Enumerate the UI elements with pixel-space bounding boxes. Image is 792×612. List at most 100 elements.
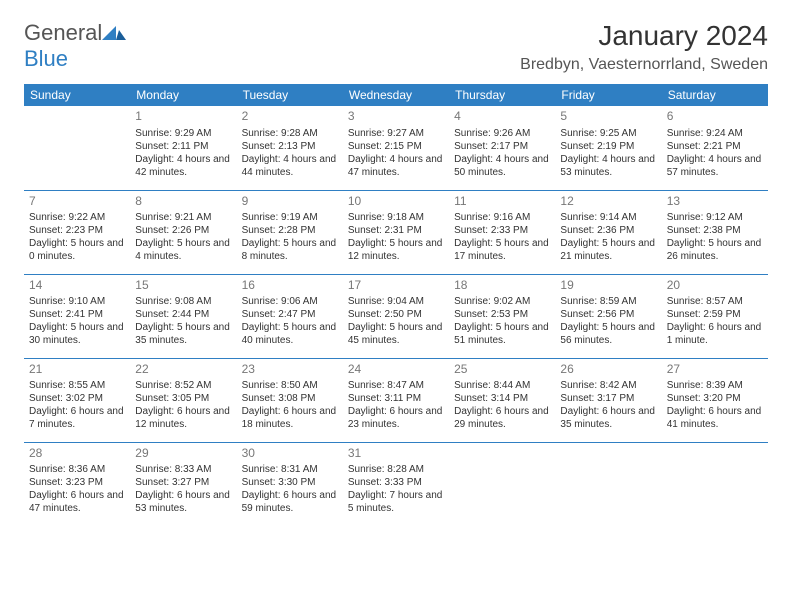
calendar-cell: 16Sunrise: 9:06 AMSunset: 2:47 PMDayligh… <box>237 274 343 358</box>
sunset-text: Sunset: 2:56 PM <box>560 308 656 321</box>
day-number: 6 <box>667 109 763 125</box>
day-header: Thursday <box>449 84 555 106</box>
calendar-cell: 27Sunrise: 8:39 AMSunset: 3:20 PMDayligh… <box>662 358 768 442</box>
calendar-cell: 9Sunrise: 9:19 AMSunset: 2:28 PMDaylight… <box>237 190 343 274</box>
day-number: 20 <box>667 278 763 294</box>
calendar-cell <box>24 106 130 190</box>
sunrise-text: Sunrise: 9:29 AM <box>135 127 231 140</box>
sunset-text: Sunset: 3:02 PM <box>29 392 125 405</box>
calendar-cell: 29Sunrise: 8:33 AMSunset: 3:27 PMDayligh… <box>130 442 236 526</box>
day-number: 13 <box>667 194 763 210</box>
day-number: 21 <box>29 362 125 378</box>
daylight-text: Daylight: 5 hours and 40 minutes. <box>242 321 338 347</box>
daylight-text: Daylight: 5 hours and 35 minutes. <box>135 321 231 347</box>
calendar-cell: 1Sunrise: 9:29 AMSunset: 2:11 PMDaylight… <box>130 106 236 190</box>
sunset-text: Sunset: 2:19 PM <box>560 140 656 153</box>
sunset-text: Sunset: 2:21 PM <box>667 140 763 153</box>
calendar-cell: 30Sunrise: 8:31 AMSunset: 3:30 PMDayligh… <box>237 442 343 526</box>
sunrise-text: Sunrise: 9:19 AM <box>242 211 338 224</box>
sunrise-text: Sunrise: 9:27 AM <box>348 127 444 140</box>
daylight-text: Daylight: 5 hours and 45 minutes. <box>348 321 444 347</box>
sunrise-text: Sunrise: 9:04 AM <box>348 295 444 308</box>
sunrise-text: Sunrise: 8:59 AM <box>560 295 656 308</box>
daylight-text: Daylight: 7 hours and 5 minutes. <box>348 489 444 515</box>
calendar-cell: 5Sunrise: 9:25 AMSunset: 2:19 PMDaylight… <box>555 106 661 190</box>
header: General Blue January 2024 Bredbyn, Vaest… <box>24 20 768 74</box>
day-header: Friday <box>555 84 661 106</box>
calendar-row: 28Sunrise: 8:36 AMSunset: 3:23 PMDayligh… <box>24 442 768 526</box>
daylight-text: Daylight: 4 hours and 53 minutes. <box>560 153 656 179</box>
calendar-cell <box>555 442 661 526</box>
calendar-cell: 11Sunrise: 9:16 AMSunset: 2:33 PMDayligh… <box>449 190 555 274</box>
day-number: 18 <box>454 278 550 294</box>
daylight-text: Daylight: 5 hours and 51 minutes. <box>454 321 550 347</box>
location: Bredbyn, Vaesternorrland, Sweden <box>520 56 768 74</box>
calendar-cell: 2Sunrise: 9:28 AMSunset: 2:13 PMDaylight… <box>237 106 343 190</box>
daylight-text: Daylight: 6 hours and 1 minute. <box>667 321 763 347</box>
sunset-text: Sunset: 2:31 PM <box>348 224 444 237</box>
calendar-cell: 14Sunrise: 9:10 AMSunset: 2:41 PMDayligh… <box>24 274 130 358</box>
day-number: 8 <box>135 194 231 210</box>
calendar-cell: 6Sunrise: 9:24 AMSunset: 2:21 PMDaylight… <box>662 106 768 190</box>
sunset-text: Sunset: 2:26 PM <box>135 224 231 237</box>
sunrise-text: Sunrise: 9:24 AM <box>667 127 763 140</box>
calendar-row: 1Sunrise: 9:29 AMSunset: 2:11 PMDaylight… <box>24 106 768 190</box>
sunrise-text: Sunrise: 8:36 AM <box>29 463 125 476</box>
sunrise-text: Sunrise: 8:57 AM <box>667 295 763 308</box>
sunset-text: Sunset: 2:23 PM <box>29 224 125 237</box>
logo-text: General Blue <box>24 20 126 72</box>
daylight-text: Daylight: 6 hours and 53 minutes. <box>135 489 231 515</box>
calendar-cell: 28Sunrise: 8:36 AMSunset: 3:23 PMDayligh… <box>24 442 130 526</box>
day-number: 27 <box>667 362 763 378</box>
day-number: 4 <box>454 109 550 125</box>
calendar-cell: 12Sunrise: 9:14 AMSunset: 2:36 PMDayligh… <box>555 190 661 274</box>
calendar-row: 21Sunrise: 8:55 AMSunset: 3:02 PMDayligh… <box>24 358 768 442</box>
day-number: 14 <box>29 278 125 294</box>
daylight-text: Daylight: 6 hours and 29 minutes. <box>454 405 550 431</box>
calendar-table: SundayMondayTuesdayWednesdayThursdayFrid… <box>24 84 768 526</box>
sunrise-text: Sunrise: 8:28 AM <box>348 463 444 476</box>
daylight-text: Daylight: 6 hours and 12 minutes. <box>135 405 231 431</box>
daylight-text: Daylight: 6 hours and 59 minutes. <box>242 489 338 515</box>
daylight-text: Daylight: 5 hours and 26 minutes. <box>667 237 763 263</box>
daylight-text: Daylight: 5 hours and 4 minutes. <box>135 237 231 263</box>
calendar-cell: 23Sunrise: 8:50 AMSunset: 3:08 PMDayligh… <box>237 358 343 442</box>
sunset-text: Sunset: 3:08 PM <box>242 392 338 405</box>
logo-word2: Blue <box>24 46 68 71</box>
day-number: 15 <box>135 278 231 294</box>
calendar-cell <box>449 442 555 526</box>
daylight-text: Daylight: 5 hours and 8 minutes. <box>242 237 338 263</box>
day-header: Tuesday <box>237 84 343 106</box>
calendar-cell: 10Sunrise: 9:18 AMSunset: 2:31 PMDayligh… <box>343 190 449 274</box>
sunset-text: Sunset: 3:27 PM <box>135 476 231 489</box>
day-header: Wednesday <box>343 84 449 106</box>
sunrise-text: Sunrise: 8:44 AM <box>454 379 550 392</box>
day-number: 1 <box>135 109 231 125</box>
day-number: 26 <box>560 362 656 378</box>
daylight-text: Daylight: 4 hours and 47 minutes. <box>348 153 444 179</box>
day-number: 12 <box>560 194 656 210</box>
day-number: 19 <box>560 278 656 294</box>
day-number: 5 <box>560 109 656 125</box>
daylight-text: Daylight: 4 hours and 42 minutes. <box>135 153 231 179</box>
sunset-text: Sunset: 3:30 PM <box>242 476 338 489</box>
calendar-cell: 24Sunrise: 8:47 AMSunset: 3:11 PMDayligh… <box>343 358 449 442</box>
sunset-text: Sunset: 3:14 PM <box>454 392 550 405</box>
sunset-text: Sunset: 2:36 PM <box>560 224 656 237</box>
sunset-text: Sunset: 2:44 PM <box>135 308 231 321</box>
sunrise-text: Sunrise: 8:31 AM <box>242 463 338 476</box>
sunset-text: Sunset: 2:50 PM <box>348 308 444 321</box>
calendar-cell: 17Sunrise: 9:04 AMSunset: 2:50 PMDayligh… <box>343 274 449 358</box>
day-number: 22 <box>135 362 231 378</box>
day-number: 2 <box>242 109 338 125</box>
sunset-text: Sunset: 2:13 PM <box>242 140 338 153</box>
sunrise-text: Sunrise: 9:08 AM <box>135 295 231 308</box>
calendar-cell: 26Sunrise: 8:42 AMSunset: 3:17 PMDayligh… <box>555 358 661 442</box>
sunrise-text: Sunrise: 9:02 AM <box>454 295 550 308</box>
daylight-text: Daylight: 5 hours and 56 minutes. <box>560 321 656 347</box>
sunrise-text: Sunrise: 9:26 AM <box>454 127 550 140</box>
calendar-cell: 13Sunrise: 9:12 AMSunset: 2:38 PMDayligh… <box>662 190 768 274</box>
calendar-row: 7Sunrise: 9:22 AMSunset: 2:23 PMDaylight… <box>24 190 768 274</box>
day-header: Sunday <box>24 84 130 106</box>
sunset-text: Sunset: 3:17 PM <box>560 392 656 405</box>
